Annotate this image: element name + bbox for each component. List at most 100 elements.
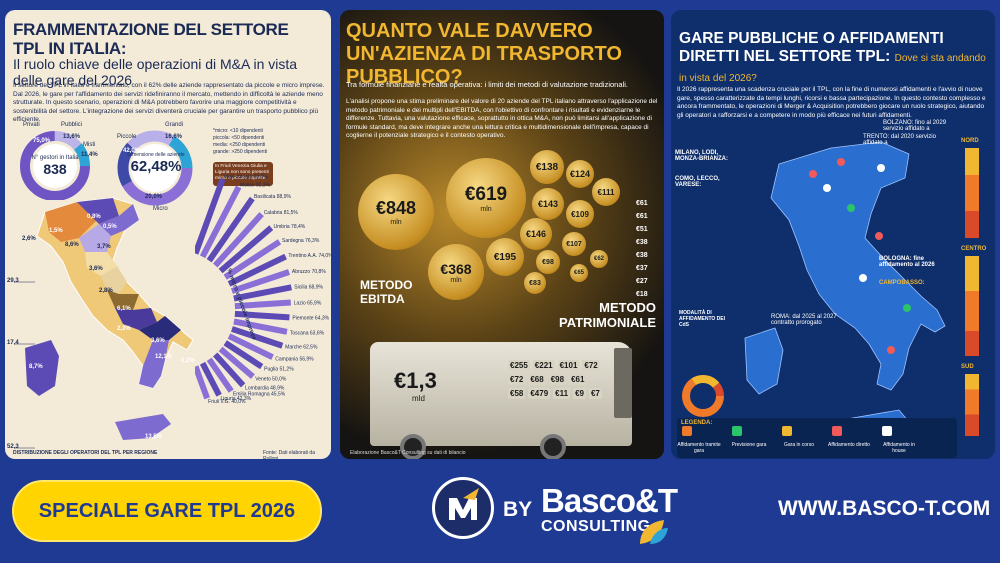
radial-bar-2: Basilicata 88,9% xyxy=(206,194,292,263)
brand-name: Basco&T xyxy=(541,482,678,519)
radial-bar-13: Campania 56,9% xyxy=(227,333,314,362)
region-bars: NORD CENTRO SUD xyxy=(961,138,986,438)
bus-main-value: €1,3 xyxy=(394,368,437,393)
side-values: €61 €61 €51 €38 €38 €37 €27 €18 xyxy=(636,200,660,304)
map-pct-8: 2,8% xyxy=(99,288,113,294)
bus-value-11: €9 xyxy=(573,388,586,399)
note-bologna: BOLOGNA: fine affidamento al 2026 xyxy=(879,256,935,268)
map-axis-sud: 52,3 xyxy=(7,444,19,450)
tag-grandi: Grandi xyxy=(165,122,184,128)
bus-wheel-rear xyxy=(400,434,426,459)
radial-bar-label-9: Lazio 65,9% xyxy=(294,300,322,306)
legend-swatch-4 xyxy=(882,426,892,436)
side-value-7: €18 xyxy=(636,291,648,298)
radial-bar-label-14: Puglia 51,2% xyxy=(264,366,294,372)
circle-111: €111 xyxy=(592,178,620,206)
note-milano: MILANO, LODI, MONZA-BRIANZA: xyxy=(675,150,728,162)
speciale-badge: SPECIALE GARE TPL 2026 xyxy=(12,480,322,542)
note-trento: TRENTO: dal 2020 servizio affidato a xyxy=(863,134,936,146)
side-value-3: €38 xyxy=(636,239,648,246)
donut-affidamento-title: MODALITÀ DI AFFIDAMENTO DEI CdS xyxy=(679,310,726,328)
radial-bar-18: Liguria 42,3% xyxy=(199,361,252,402)
panel2-title: QUANTO VALE DAVVERO UN'AZIENZA DI TRASPO… xyxy=(346,20,622,88)
panel1-title: FRAMMENTAZIONE DEL SETTORE TPL IN ITALIA… xyxy=(13,20,289,58)
circle-83: €83 xyxy=(524,272,546,294)
radial-bar-5: Sardegna 76,3% xyxy=(223,238,320,280)
pct-misti: 11,4% xyxy=(81,152,98,158)
website-link[interactable]: WWW.BASCO-T.COM xyxy=(778,497,991,520)
circle-138-value: €138 xyxy=(535,161,559,173)
label-patrimoniale: METODO PATRIMONIALE xyxy=(558,300,656,330)
bus-value-1: €221 xyxy=(532,360,555,371)
map-pct-14: 3,6% xyxy=(151,338,165,344)
note-bolzano: BOLZANO: fino al 2029 servizio affidato … xyxy=(883,120,947,132)
circle-124: €124 xyxy=(566,160,594,188)
bus-values: €255 €221 €101 €72 €72 €68 €98 €61 €58 €479 €11 €9 €… xyxy=(508,360,604,399)
panel2-footnote: Elaborazione Basco&T Consulting su dati … xyxy=(350,450,466,456)
radial-bar-4: Umbria 78,4% xyxy=(218,224,306,274)
donut-dimensione-label: Dimensione delle aziende xyxy=(127,152,185,158)
bus-wheel-front xyxy=(540,434,566,459)
brand-consulting: CONSULTING xyxy=(541,518,651,535)
tag-pubblici: Pubblici xyxy=(61,122,83,128)
size-legend: *micro: <10 dipendenti piccola: <50 dipe… xyxy=(213,128,268,155)
radial-bar-19: Friuli V.G. 40,0% xyxy=(195,365,246,405)
bus-value-12: €7 xyxy=(588,388,602,399)
radial-bar-15: Veneto 50,0% xyxy=(218,346,287,383)
map-pct-9: 6,1% xyxy=(117,306,131,312)
panel3-body: Il 2026 rappresenta una scadenza crucial… xyxy=(677,86,986,119)
radial-bar-7: Abruzzo 70,8% xyxy=(230,269,326,294)
tag-piccole: Piccole xyxy=(117,134,137,140)
map-pct-15: 12,1% xyxy=(155,354,173,360)
circle-98: €98 xyxy=(536,250,560,274)
donut-dimensione xyxy=(117,130,193,206)
radial-bar-line-4 xyxy=(218,225,274,274)
radial-bar-line-8 xyxy=(233,284,292,302)
radial-bar-16: Lombardia 48,9% xyxy=(213,352,285,392)
legend-swatch-0 xyxy=(682,426,692,436)
legend-title: LEGENDA: xyxy=(681,420,713,426)
side-value-2: €51 xyxy=(636,226,648,233)
bus-front xyxy=(614,348,632,418)
radial-bar-line-7 xyxy=(230,269,290,294)
panel3-title: GARE PUBBLICHE O AFFIDAMENTI DIRETTI NEL… xyxy=(679,30,991,88)
radial-bar-17: Emilia Romagna 45,5% xyxy=(206,357,286,398)
radial-bar-label-19: Friuli V.G. 40,0% xyxy=(208,399,246,405)
radial-bar-0: Valle d'Aosta 93,3% xyxy=(195,174,269,255)
circle-107-value: €107 xyxy=(566,240,582,248)
circle-109-value: €109 xyxy=(571,209,589,219)
circle-368: €368 mln xyxy=(428,244,484,300)
radial-bar-line-19 xyxy=(195,365,210,400)
side-value-0: €61 xyxy=(636,200,648,207)
radial-bar-14: Puglia 51,2% xyxy=(223,340,294,372)
bus-value-0: €255 xyxy=(508,360,530,371)
map-pct-7: 3,6% xyxy=(89,266,103,272)
radial-bar-line-11 xyxy=(233,318,288,335)
bus-value-9: €479 xyxy=(528,388,551,399)
map-pct-18: 0,2% xyxy=(181,358,195,364)
radial-bar-9: Lazio 65,9% xyxy=(234,299,322,310)
panel1-footer-left: DISTRIBUZIONE DEGLI OPERATORI DEL TPL PE… xyxy=(13,450,158,456)
note-campobasso: CAMPOBASSO: xyxy=(879,280,925,286)
donut-gestori-label: N° gestori in Italia xyxy=(31,155,79,161)
circle-62-value: €62 xyxy=(593,256,604,262)
legend-item-1: Previsione gara xyxy=(731,442,767,448)
bus-value-5: €68 xyxy=(528,374,546,385)
bus-value-10: €11 xyxy=(553,388,571,399)
radial-bar-label-0: Valle d'Aosta 93,3% xyxy=(224,174,269,180)
radial-bar-line-13 xyxy=(227,333,274,360)
pct-pubblici: 13,6% xyxy=(63,134,81,140)
circle-195: €195 xyxy=(486,238,524,276)
radial-bar-label-5: Sardegna 76,3% xyxy=(282,238,320,244)
fvg-note: In Friuli Venezia Giulia e Liguria non s… xyxy=(215,164,269,181)
radial-bar-label-3: Calabria 81,5% xyxy=(264,210,299,216)
bar-nord xyxy=(965,148,979,238)
bus-value-4: €72 xyxy=(508,374,526,385)
radial-bar-label-2: Basilicata 88,9% xyxy=(254,194,292,200)
radial-bar-12: Marche 62,5% xyxy=(230,326,318,351)
radial-bars: Valle d'Aosta 93,3% Molise 92,3% Basilicat… xyxy=(195,174,331,405)
panel-valutazione: QUANTO VALE DAVVERO UN'AZIENZA DI TRASPO… xyxy=(340,10,664,459)
radial-bar-label-8: Sicilia 68,9% xyxy=(294,285,323,291)
radial-bar-line-16 xyxy=(213,352,246,388)
bus-value-7: €61 xyxy=(569,374,587,385)
